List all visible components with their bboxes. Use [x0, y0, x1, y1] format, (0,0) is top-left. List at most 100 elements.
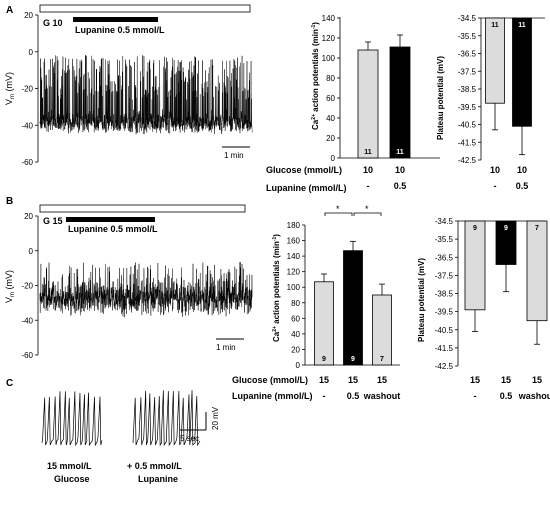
- y-tick-label: -42.5: [435, 362, 454, 371]
- bars-plateau-a: 11 11: [485, 17, 532, 156]
- bar-2: [389, 46, 411, 159]
- glucose-value-1: 15: [470, 375, 480, 385]
- glucose-value-3: 15: [377, 375, 387, 385]
- n-label-2: 9: [504, 225, 508, 232]
- y-tick-label: -36.5: [458, 50, 477, 59]
- y-tick-label: 100: [287, 283, 301, 292]
- ylabel-trace-b: Vm (mV): [4, 270, 16, 303]
- drug-bar-b: [66, 217, 155, 222]
- y-tick-label: -60: [21, 158, 33, 167]
- n-label-1: 11: [491, 22, 499, 29]
- y-tick-label: -34.5: [435, 217, 454, 226]
- bracket-lupanine-vs-washout: [353, 212, 382, 216]
- caption-lupanine-line1: + 0.5 mmol/L: [127, 461, 182, 471]
- bar-2: [512, 17, 532, 127]
- y-tick-label: 60: [291, 314, 300, 323]
- n-label-3: 7: [380, 356, 384, 363]
- trace-b: G 15 Lupanine 0.5 mmol/L 20 0 -20 -40 -60 Vm…: [4, 204, 253, 360]
- spike-trace-lupanine: [132, 390, 201, 447]
- ylabel-ap-b: Ca2+ action potentials (min-1): [272, 234, 281, 342]
- lupanine-value-2: 0.5: [500, 391, 513, 401]
- significance-star-2: *: [365, 204, 369, 214]
- bar-1: [485, 17, 505, 104]
- membrane-potential-trace-b: [39, 262, 253, 318]
- y-tick-label: 80: [326, 74, 335, 83]
- glucose-value-2: 10: [395, 165, 405, 175]
- bar-1: [357, 49, 379, 159]
- y-tick-label: -38.5: [435, 290, 454, 299]
- y-tick-label: 20: [291, 345, 300, 354]
- y-tick-label: -40.5: [458, 121, 477, 130]
- y-ticks-ap-a: 0 20 40 60 80 100 120 140: [322, 14, 340, 163]
- n-label-1: 11: [364, 149, 372, 156]
- y-ticks-ap-b: 0 20 40 60 80 100 120 140 160 180: [287, 221, 305, 370]
- bars-ap-b: 9 9 7: [314, 240, 392, 366]
- glucose-value-2: 15: [501, 375, 511, 385]
- glucose-value-3: 15: [532, 375, 542, 385]
- y-tick-label: 40: [326, 114, 335, 123]
- scalebar-v-label-c: 20 mV: [211, 406, 220, 430]
- ylabel-ap-a: Ca2+ action potentials (min-1): [311, 22, 320, 130]
- drug-bar-a: [73, 17, 158, 22]
- n-label-1: 9: [473, 225, 477, 232]
- y-tick-label: -40: [21, 316, 33, 325]
- y-tick-label: -41.5: [435, 344, 454, 353]
- category-labels-plateau-a: 10 - 10 0.5: [490, 165, 528, 191]
- y-tick-label: 20: [24, 11, 33, 20]
- y-tick-label: 140: [322, 14, 336, 23]
- y-tick-label: -38.5: [458, 85, 477, 94]
- y-tick-label: -39.5: [435, 308, 454, 317]
- glucose-value-1: 10: [363, 165, 373, 175]
- glucose-value-1: 10: [490, 165, 500, 175]
- scalebar-label-a: 1 min: [224, 151, 244, 160]
- bar-2: [343, 250, 363, 366]
- glucose-value-2: 15: [348, 375, 358, 385]
- trace-a: G 10 Lupanine 0.5 mmol/L 20 0 -20 -40 -60 Vm…: [4, 4, 253, 167]
- y-tick-label: -40: [21, 121, 33, 130]
- n-label-2: 11: [396, 149, 404, 156]
- y-tick-label: -39.5: [458, 103, 477, 112]
- y-tick-label: -42.5: [458, 156, 477, 165]
- y-tick-label: -34.5: [458, 14, 477, 23]
- n-label-2: 9: [351, 356, 355, 363]
- row-label-glucose-a: Glucose (mmol/L): [266, 165, 342, 175]
- lupanine-value-3: washout: [518, 391, 550, 401]
- trace-path: [39, 54, 253, 135]
- bars-ap-a: 11 11: [357, 34, 411, 159]
- y-tick-label: 20: [24, 212, 33, 221]
- ylabel-plateau-a: Plateau potential (mV): [436, 56, 445, 140]
- n-label-1: 9: [322, 356, 326, 363]
- glucose-value-2: 10: [517, 165, 527, 175]
- plateau-chart-a: -34.5 -35.5 -36.5 -37.5 -38.5 -39.5 -40.5 -41.5…: [436, 14, 545, 191]
- n-label-3: 7: [535, 225, 539, 232]
- bar-3: [372, 294, 392, 366]
- panel-letter-c: C: [6, 378, 13, 389]
- lupanine-value-3: washout: [363, 391, 401, 401]
- y-tick-label: -41.5: [458, 138, 477, 147]
- y-tick-label: 80: [291, 299, 300, 308]
- y-tick-label: 140: [287, 252, 301, 261]
- row-label-lupanine-a: Lupanine (mmol/L): [266, 183, 347, 193]
- y-tick-label: -35.5: [458, 32, 477, 41]
- scalebar-t-label-c: 5 sec: [180, 434, 199, 443]
- y-ticks-trace-b: 20 0 -20 -40 -60: [21, 212, 38, 360]
- y-ticks-plateau-b: -34.5 -35.5 -36.5 -37.5 -38.5 -39.5 -40.5 -41.5…: [435, 217, 458, 371]
- ylabel-plateau-b: Plateau potential (mV): [417, 258, 426, 342]
- y-tick-label: 40: [291, 330, 300, 339]
- row-label-lupanine-b: Lupanine (mmol/L): [232, 391, 313, 401]
- y-tick-label: 120: [287, 268, 301, 277]
- y-tick-label: 0: [29, 48, 34, 57]
- y-tick-label: 180: [287, 221, 301, 230]
- lupanine-value-1: -: [367, 181, 370, 191]
- lupanine-value-1: -: [494, 181, 497, 191]
- lupanine-value-2: 0.5: [394, 181, 407, 191]
- bar-3: [526, 220, 548, 322]
- panel-letter-a: A: [6, 5, 13, 16]
- y-tick-label: 160: [287, 237, 301, 246]
- spike-trace-glucose: [41, 391, 103, 447]
- category-labels-ap-a: 10 - 10 0.5: [363, 165, 406, 191]
- y-ticks-plateau-a: -34.5 -35.5 -36.5 -37.5 -38.5 -39.5 -40.5 -41.5…: [458, 14, 481, 165]
- caption-glucose-line1: 15 mmol/L: [47, 461, 92, 471]
- glucose-value-1: 15: [319, 375, 329, 385]
